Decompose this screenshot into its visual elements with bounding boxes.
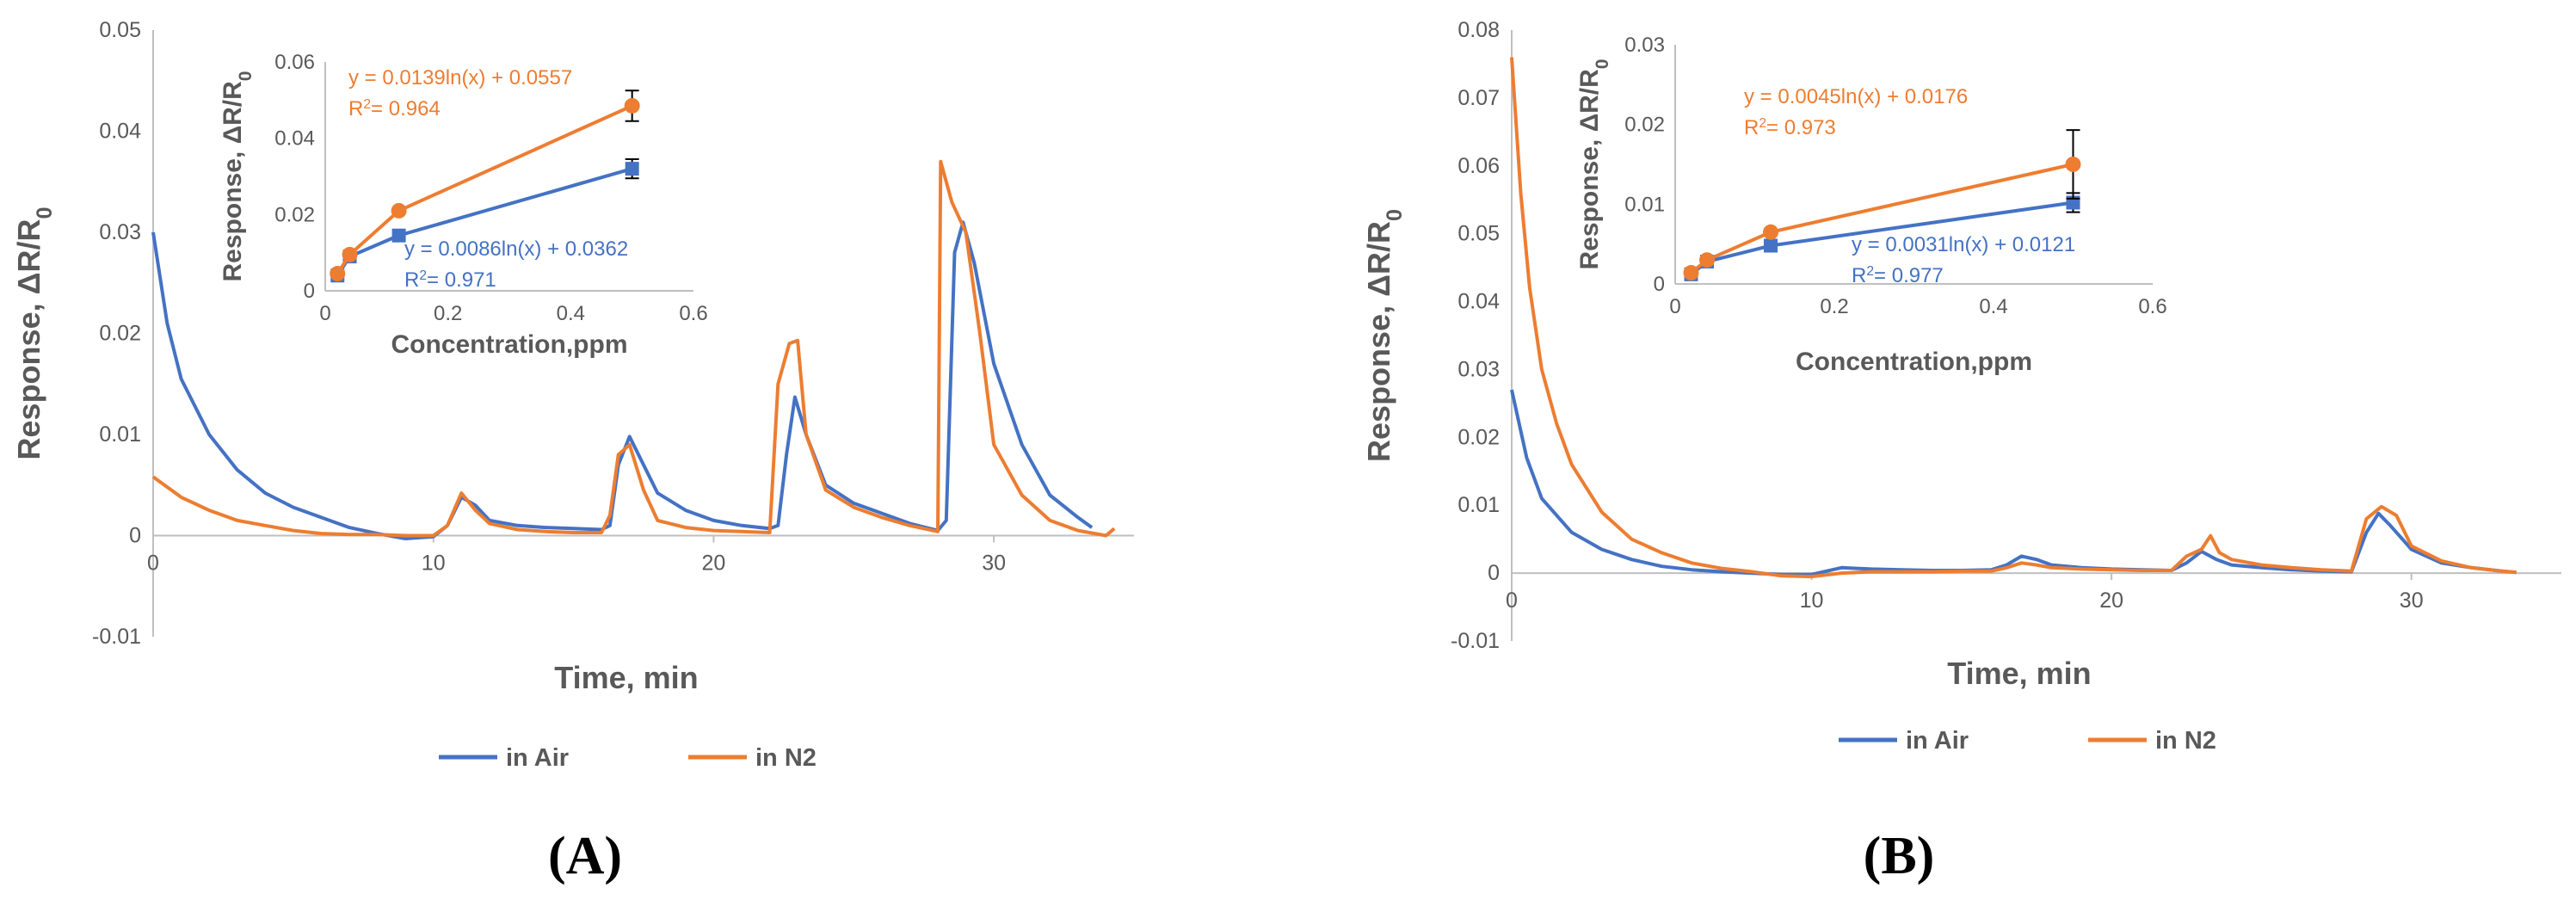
inset-y-axis-title: Response, ΔR/R0 — [1575, 59, 1612, 270]
inset-marker-n2 — [391, 202, 407, 219]
x-tick-label: 20 — [2099, 589, 2123, 613]
x-tick-label: 30 — [2400, 589, 2424, 613]
inset-marker-air — [391, 228, 406, 243]
inset-y-tick-label: 0.02 — [1624, 114, 1665, 137]
inset-marker-n2 — [1699, 252, 1715, 268]
inset-x-tick-label: 0.6 — [679, 302, 707, 325]
x-axis-title: Time, min — [1947, 656, 2091, 691]
legend-label: in N2 — [2155, 727, 2216, 755]
panel-a: -0.01 0 0.01 0.02 0.03 0.04 0.05 0 10 20 30 Respons… — [11, 18, 1134, 885]
inset-marker-n2 — [1683, 265, 1699, 281]
y-tick-label: 0.03 — [99, 220, 141, 244]
y-tick-label: 0.01 — [1457, 493, 1500, 517]
x-tick-label: 0 — [1506, 589, 1518, 613]
inset-marker-air — [625, 162, 639, 176]
y-tick-label: 0.06 — [1457, 154, 1500, 178]
y-tick-label: 0.04 — [99, 120, 141, 144]
x-tick-label: 10 — [422, 552, 446, 576]
inset-y-tick-label: 0.02 — [274, 203, 315, 226]
x-tick-label: 0 — [147, 552, 159, 576]
series-line-in-n2 — [1510, 57, 2517, 579]
inset-r-squared: R2= 0.964 — [348, 97, 441, 121]
inset-equation: y = 0.0086ln(x) + 0.0362 — [404, 237, 628, 261]
inset-y-tick-label: 0.01 — [1624, 193, 1665, 216]
inset-y-axis-title: Response, ΔR/R0 — [219, 71, 256, 282]
inset-x-axis-title: Concentration,ppm — [391, 330, 628, 359]
y-tick-label: 0.07 — [1457, 86, 1500, 110]
y-tick-label: 0.03 — [1457, 357, 1500, 381]
legend-label: in Air — [506, 744, 569, 772]
inset-x-tick-label: 0.4 — [1979, 295, 2007, 318]
y-axis-title: Response, ΔR/R0 — [1361, 209, 1407, 462]
series-line-in-air — [151, 220, 1094, 540]
legend-label: in Air — [1906, 727, 1969, 755]
inset-r-squared: R2= 0.973 — [1744, 116, 1836, 140]
inset-equation: y = 0.0031ln(x) + 0.0121 — [1852, 233, 2075, 256]
inset-y-tick-label: 0.03 — [1624, 34, 1665, 57]
inset-y-tick-label: 0.04 — [274, 127, 315, 151]
inset-fit-line — [1690, 163, 2074, 274]
y-tick-label: 0.05 — [99, 18, 141, 42]
inset-fit-line — [336, 104, 633, 275]
y-axis-title: Response, ΔR/R0 — [11, 207, 57, 460]
y-tick-label: 0.05 — [1457, 222, 1500, 246]
y-tick-label: 0 — [1488, 561, 1500, 585]
panel-label: (B) — [1864, 827, 1935, 885]
inset-x-tick-label: 0.2 — [1820, 295, 1848, 318]
inset-y-tick-label: 0.06 — [274, 51, 315, 74]
x-tick-label: 10 — [1800, 589, 1824, 613]
x-tick-label: 30 — [982, 552, 1006, 576]
inset-x-tick-label: 0.6 — [2138, 295, 2166, 318]
inset-r-squared: R2= 0.971 — [404, 268, 496, 293]
inset-marker-n2 — [330, 266, 346, 282]
inset-x-tick-label: 0 — [1669, 295, 1680, 318]
inset-marker-n2 — [624, 97, 640, 114]
inset-background — [1615, 36, 2187, 361]
inset-x-tick-label: 0.4 — [557, 302, 585, 325]
inset-equation: y = 0.0139ln(x) + 0.0557 — [348, 66, 572, 89]
y-tick-label: 0.04 — [1457, 290, 1500, 314]
inset-y-tick-label: 0 — [304, 280, 315, 303]
inset-marker-air — [1764, 238, 1778, 253]
inset-equation: y = 0.0045ln(x) + 0.0176 — [1744, 85, 1968, 108]
series-line-in-n2 — [151, 159, 1116, 538]
y-tick-label: 0.02 — [1457, 425, 1500, 449]
inset-x-tick-label: 0.2 — [434, 302, 462, 325]
y-tick-label: -0.01 — [92, 625, 141, 649]
series-line-in-air — [1510, 389, 2517, 576]
inset-marker-n2 — [2065, 157, 2081, 172]
inset-marker-n2 — [342, 246, 358, 262]
y-tick-label: 0 — [129, 524, 141, 548]
inset-x-tick-label: 0 — [319, 302, 330, 325]
x-tick-label: 20 — [702, 552, 726, 576]
inset-marker-n2 — [1763, 224, 1778, 240]
panel-b: -0.01 0 0.01 0.02 0.03 0.04 0.05 0.06 0.07 0.08 0 1… — [1288, 0, 2576, 906]
y-tick-label: 0.08 — [1457, 18, 1500, 42]
inset-x-axis-title: Concentration,ppm — [1796, 348, 2032, 376]
chart-a: -0.01 0 0.01 0.02 0.03 0.04 0.05 0 10 20 30 Respons… — [11, 18, 1134, 885]
legend-label: in N2 — [755, 744, 817, 772]
y-tick-label: 0.01 — [99, 422, 141, 447]
inset-r-squared: R2= 0.977 — [1852, 264, 1944, 288]
panel-label: (A) — [548, 827, 622, 885]
y-tick-label: -0.01 — [1451, 629, 1500, 653]
y-tick-label: 0.02 — [99, 322, 141, 346]
inset-y-tick-label: 0 — [1654, 273, 1665, 296]
inset-background — [265, 53, 728, 368]
x-axis-title: Time, min — [554, 660, 698, 695]
